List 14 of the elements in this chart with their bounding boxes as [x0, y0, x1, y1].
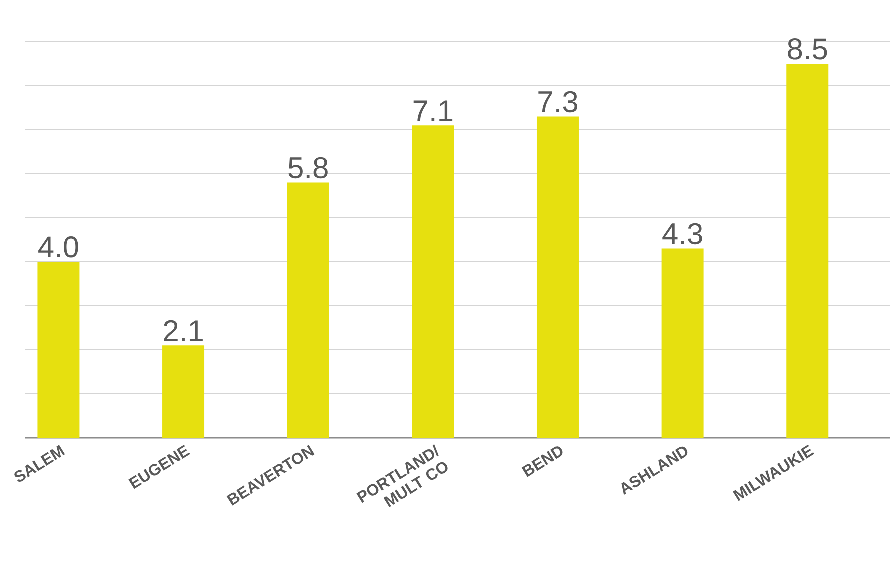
- bar: [162, 346, 205, 438]
- bar: [412, 126, 454, 438]
- bar: [536, 116, 579, 438]
- data-label: 4.3: [662, 223, 702, 245]
- data-label: 2.1: [164, 320, 203, 342]
- bar: [786, 64, 829, 438]
- bar: [38, 262, 80, 438]
- bar: [662, 248, 704, 438]
- data-label: 7.3: [538, 91, 578, 113]
- data-label: 8.5: [788, 38, 828, 60]
- bar: [287, 182, 330, 438]
- data-label: 5.8: [288, 157, 328, 179]
- data-label: 4.0: [38, 236, 78, 258]
- data-label: 7.1: [414, 100, 453, 122]
